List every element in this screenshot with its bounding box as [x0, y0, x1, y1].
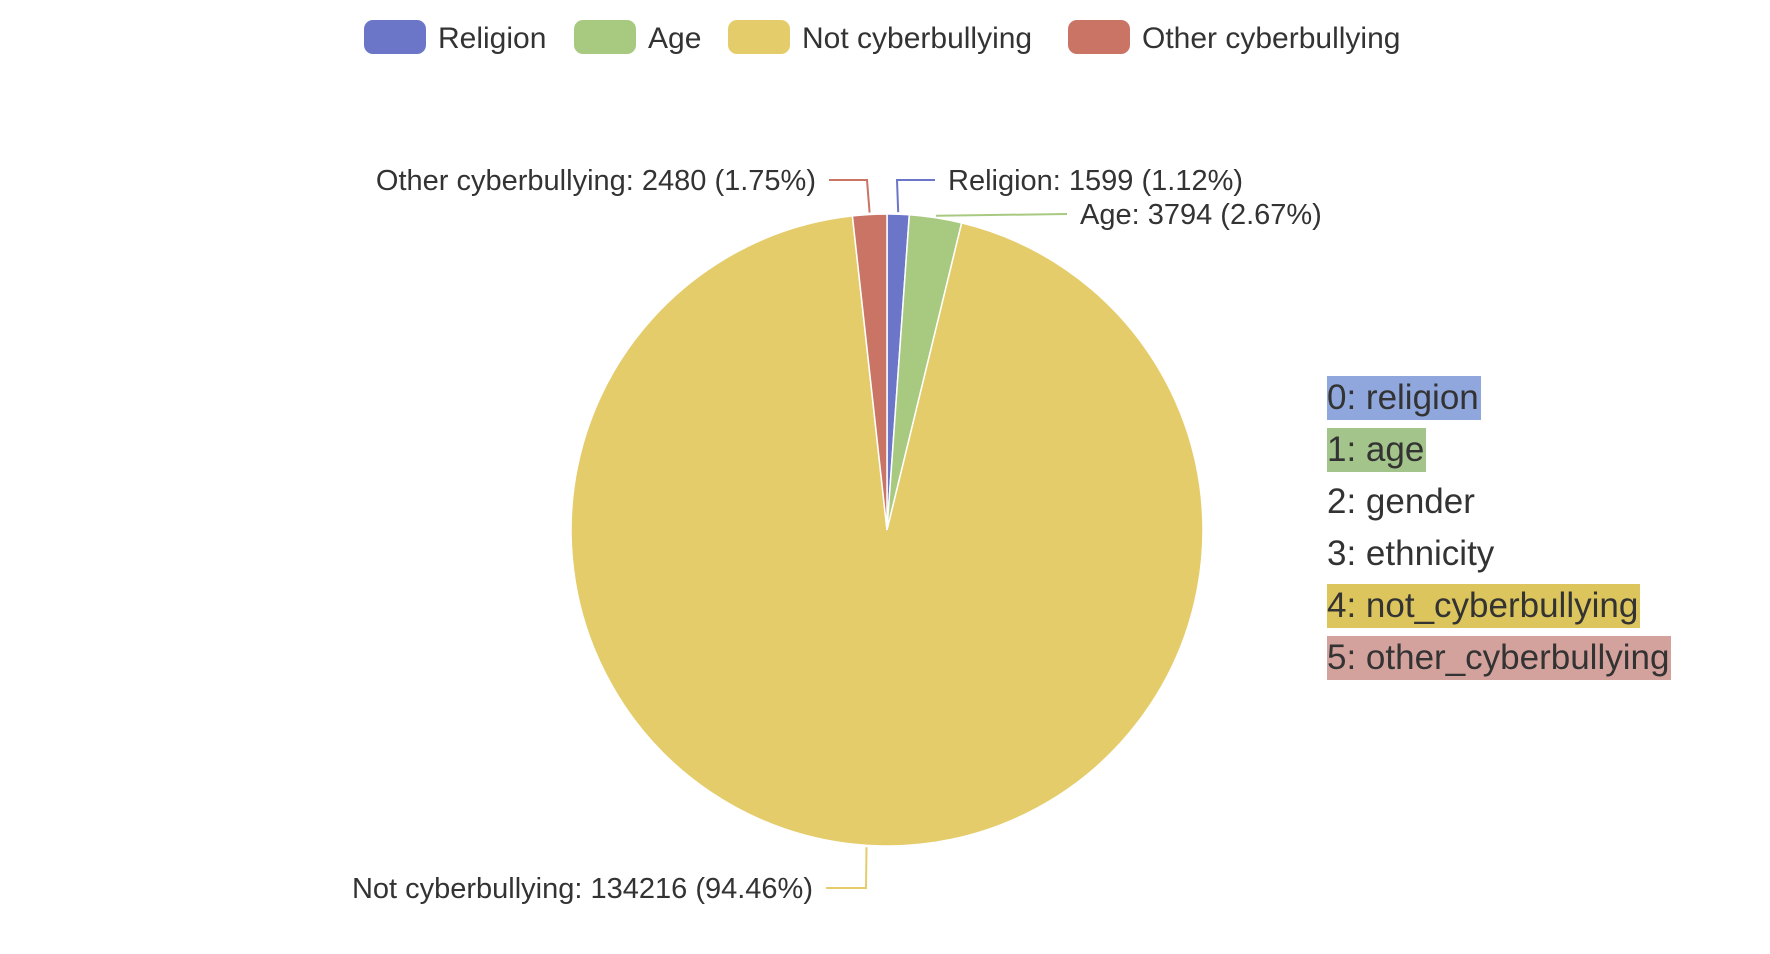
legend-label-religion: Religion: [438, 22, 546, 55]
class-key-item-ethnicity: 3: ethnicity: [1327, 532, 1747, 584]
legend-label-age: Age: [648, 22, 701, 55]
legend-label-other-cyberbullying: Other cyberbullying: [1142, 22, 1400, 55]
pie-slice-other-cyberbullying[interactable]: [851, 213, 888, 531]
legend-item-age[interactable]: Age: [574, 20, 701, 55]
class-key-label: 3: ethnicity: [1327, 534, 1495, 573]
data-label-religion: Religion: 1599 (1.12%): [948, 165, 1243, 197]
class-key-item-gender: 2: gender: [1327, 480, 1747, 532]
class-key-label: 1: age: [1327, 428, 1427, 472]
legend-label-not-cyberbullying: Not cyberbullying: [802, 22, 1032, 55]
label-leader-lines: [826, 179, 1068, 889]
legend-item-not-cyberbullying[interactable]: Not cyberbullying: [728, 20, 1032, 55]
class-key-label: 4: not_cyberbullying: [1327, 584, 1641, 628]
pie-slice-not-cyberbullying[interactable]: [570, 215, 1204, 847]
chart-legend[interactable]: Religion Age Not cyberbullying Other cyberb…: [364, 20, 1400, 55]
data-label-other-cyberbullying: Other cyberbullying: 2480 (1.75%): [376, 165, 816, 197]
class-key-item-not-cyberbullying: 4: not_cyberbullying: [1327, 584, 1747, 636]
class-key-label: 0: religion: [1327, 376, 1481, 420]
leader-line-not-cyberbullying: [826, 847, 868, 889]
class-key-item-other-cyberbullying: 5: other_cyberbullying: [1327, 636, 1747, 688]
legend-swatch-not-cyberbullying: [728, 20, 790, 54]
legend-item-religion[interactable]: Religion: [364, 20, 546, 55]
leader-line-age: [935, 213, 1068, 217]
data-label-age: Age: 3794 (2.67%): [1080, 199, 1322, 231]
class-key-panel: 0: religion 1: age 2: gender 3: ethnicit…: [1327, 376, 1747, 688]
slice-labels: Religion: 1599 (1.12%)Age: 3794 (2.67%) N…: [352, 165, 1322, 905]
class-key-item-age: 1: age: [1327, 428, 1747, 480]
leader-line-religion: [895, 179, 935, 213]
data-label-not-cyberbullying: Not cyberbullying: 134216 (94.46%): [352, 873, 813, 905]
legend-item-other-cyberbullying[interactable]: Other cyberbullying: [1068, 20, 1400, 55]
legend-swatch-age: [574, 20, 636, 54]
legend-swatch-other-cyberbullying: [1068, 20, 1130, 54]
class-key-label: 5: other_cyberbullying: [1327, 636, 1672, 680]
pie-slices: [570, 213, 1204, 847]
class-key-item-religion: 0: religion: [1327, 376, 1747, 428]
legend-swatch-religion: [364, 20, 426, 54]
leader-line-other-cyberbullying: [829, 179, 871, 213]
class-key-label: 2: gender: [1327, 482, 1475, 521]
